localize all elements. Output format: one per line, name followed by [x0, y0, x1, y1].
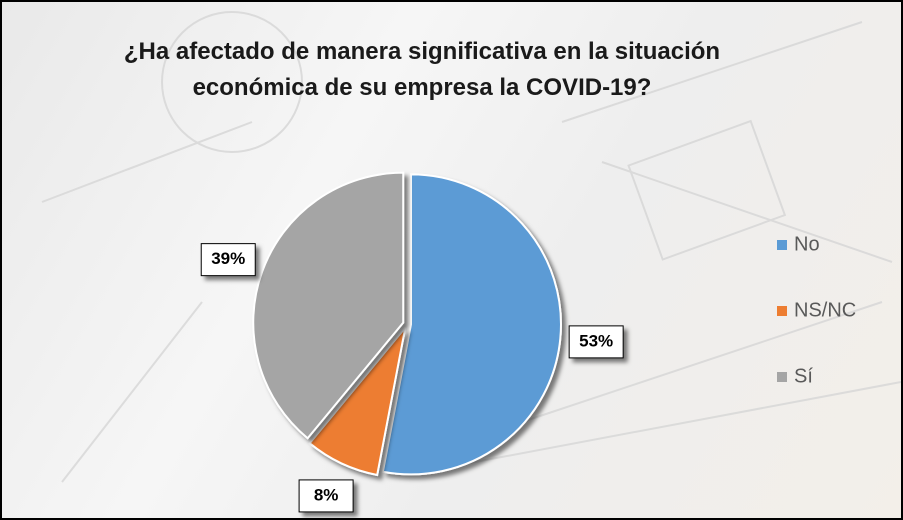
- pie-slice: [383, 174, 561, 474]
- data-label: 53%: [579, 331, 613, 350]
- chart-title: ¿Ha afectado de manera significativa en …: [92, 34, 752, 106]
- chart-frame: 53% 8% 39% No NS/NC Sí ¿Ha afectado de manera…: [0, 0, 903, 520]
- data-label: 39%: [211, 249, 245, 268]
- legend-label: No: [794, 233, 820, 255]
- data-label: 8%: [314, 485, 339, 504]
- legend-label: Sí: [794, 365, 813, 387]
- legend-label: NS/NC: [794, 299, 856, 321]
- legend-swatch: [777, 240, 787, 250]
- legend-swatch: [777, 306, 787, 316]
- legend-swatch: [777, 372, 787, 382]
